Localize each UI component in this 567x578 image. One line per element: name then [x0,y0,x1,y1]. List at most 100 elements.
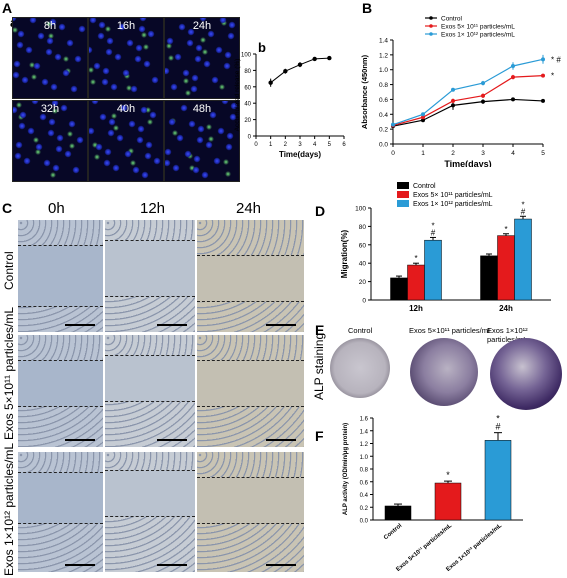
x-tick-label: 2 [451,150,455,157]
alp-dish-exos-5e11 [410,338,478,406]
x-tick-label: 3 [481,150,485,157]
wound-gap [18,245,103,307]
wound-gap [105,470,195,517]
y-tick-label: 0.6 [360,480,369,486]
alp-col-control: Control [348,326,373,335]
legend-label: Exos 5× 10¹¹ particles/mL [413,192,493,199]
y-tick-label: 0.4 [379,112,388,119]
alp-dish-exos-1e12 [490,338,562,410]
micro-image-40h: 40h [88,100,164,182]
x-tick-label: 4 [511,150,515,157]
wound-gap [197,255,304,302]
sig-mark: * [446,470,450,480]
data-point [297,62,303,67]
scale-bar [65,564,95,566]
alp-col-headers: Control Exos 5×10¹¹ particles/mL Exos 1×… [330,322,565,344]
chart-d: 020406080100Migration(%)12h*#*24h*#*Cont… [340,182,551,313]
micro-time-label: 8h [43,20,57,32]
y-tick-label: 1.6 [360,417,369,423]
legend-swatch [397,182,409,189]
time-24h: 24h [236,200,262,217]
data-point [451,98,455,103]
wound-image-r2-c1 [105,452,195,572]
y-tick-label: 1.4 [379,38,388,45]
legend-swatch [397,191,409,198]
wound-gap [18,472,103,524]
series-line [270,57,330,84]
legend-marker [429,32,433,36]
wound-image-r1-c2 [197,335,304,447]
x-tick-label: 0 [254,142,258,148]
wound-image-r2-c2 [197,452,304,572]
y-tick-label: 60 [244,85,251,91]
wound-gap [105,240,195,297]
data-point [327,55,332,61]
x-tick-label: 2 [284,142,288,148]
panel-a-label: A [2,0,13,16]
alp-row-label: ALP staining [312,332,326,400]
data-point [283,69,288,74]
wound-image-r0-c1 [105,220,195,332]
data-point [391,122,395,127]
bar [390,277,408,301]
bar [384,505,412,521]
y-axis-title: Accumulated release (%) [234,59,241,132]
x-tick-label: 24h [499,304,513,313]
y-tick-label: 20 [359,279,367,286]
time-0h: 0h [48,200,65,217]
y-tick-label: 100 [241,53,252,59]
y-axis-title: Migration(%) [340,229,349,278]
scale-bar [157,439,187,441]
series-line-1 [392,75,544,127]
time-12h: 12h [140,200,166,217]
time-header-row: 0h 12h 24h [18,200,304,222]
scale-bar [266,439,296,441]
x-tick-label: 6 [342,142,346,148]
y-tick-label: 1.0 [360,455,369,461]
scale-bar [157,324,187,326]
legend-label: Exos 1× 10¹² particles/mL [441,32,515,39]
data-point [268,80,273,85]
data-point [481,99,485,104]
bar [424,239,442,301]
chart-ab: 0 20 40 60 80 100 0 1 2 3 4 5 6 Time(days) Accumulated… [234,53,346,160]
wound-image-r1-c0 [18,335,103,447]
y-tick-label: 0.6 [379,97,388,104]
chart-b: 0.0 0.2 0.4 0.6 0.8 1.0 1.2 1.4 0 1 2 3 4 5 Time(days)… [360,16,561,168]
x-tick-label: 12h [409,304,423,313]
y-tick-label: 0.4 [360,493,369,499]
panel-c-label: C [2,200,13,216]
data-point [541,73,545,78]
y-tick-label: 80 [359,224,367,231]
data-point [541,98,545,103]
data-point [312,56,317,62]
y-tick-label: 1.0 [379,67,388,74]
data-point [421,112,425,117]
legend-marker [429,24,433,28]
bar [480,255,498,301]
sig-mark: * [551,72,554,81]
bar [434,482,462,521]
wound-gap [105,355,195,402]
y-tick-label: 60 [359,242,367,249]
micro-time-label: 16h [116,20,136,32]
bar [497,235,515,301]
series-line-0 [392,98,544,127]
wound-image-r1-c1 [105,335,195,447]
y-tick-label: 100 [355,206,366,213]
chart-f: 0.0 0.2 0.4 0.6 0.8 1.0 1.2 1.4 1.6 ALP activity … [343,414,523,573]
micro-time-label: 32h [40,103,60,115]
panel-d-label: D [315,203,326,219]
data-point [451,87,455,92]
sig-mark: * [504,225,507,234]
y-tick-label: 1.2 [360,442,369,448]
x-tick-label: Exos 5×10¹¹ particles/mL [395,522,454,573]
y-tick-label: 0.8 [379,82,388,89]
legend-label: Control [413,183,436,190]
y-tick-label: 20 [244,118,251,124]
y-axis-title: Absorbance (450nm) [360,54,369,129]
sig-mark: * [414,254,417,263]
sig-mark: # [431,228,436,237]
data-point [511,75,515,80]
y-tick-label: 0 [362,298,366,305]
